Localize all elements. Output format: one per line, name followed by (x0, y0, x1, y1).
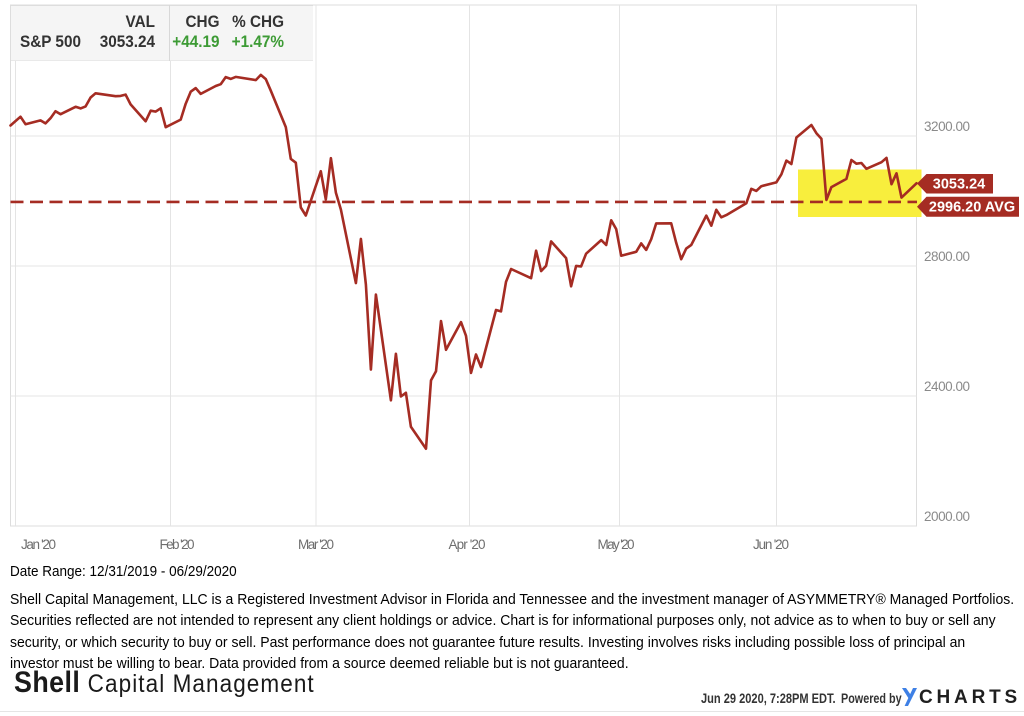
svg-text:3053.24: 3053.24 (933, 177, 985, 193)
svg-text:Mar '20: Mar '20 (298, 537, 334, 552)
svg-text:2800.00: 2800.00 (924, 249, 970, 264)
svg-text:Feb '20: Feb '20 (160, 537, 195, 552)
svg-text:2996.20 AVG: 2996.20 AVG (929, 200, 1015, 216)
svg-text:2400.00: 2400.00 (924, 379, 970, 394)
svg-text:Apr '20: Apr '20 (449, 537, 486, 552)
svg-text:Jan '20: Jan '20 (21, 537, 56, 552)
svg-text:2000.00: 2000.00 (924, 509, 970, 524)
svg-text:3200.00: 3200.00 (924, 119, 970, 134)
svg-text:May '20: May '20 (598, 537, 635, 552)
svg-text:Jun '20: Jun '20 (753, 537, 789, 552)
